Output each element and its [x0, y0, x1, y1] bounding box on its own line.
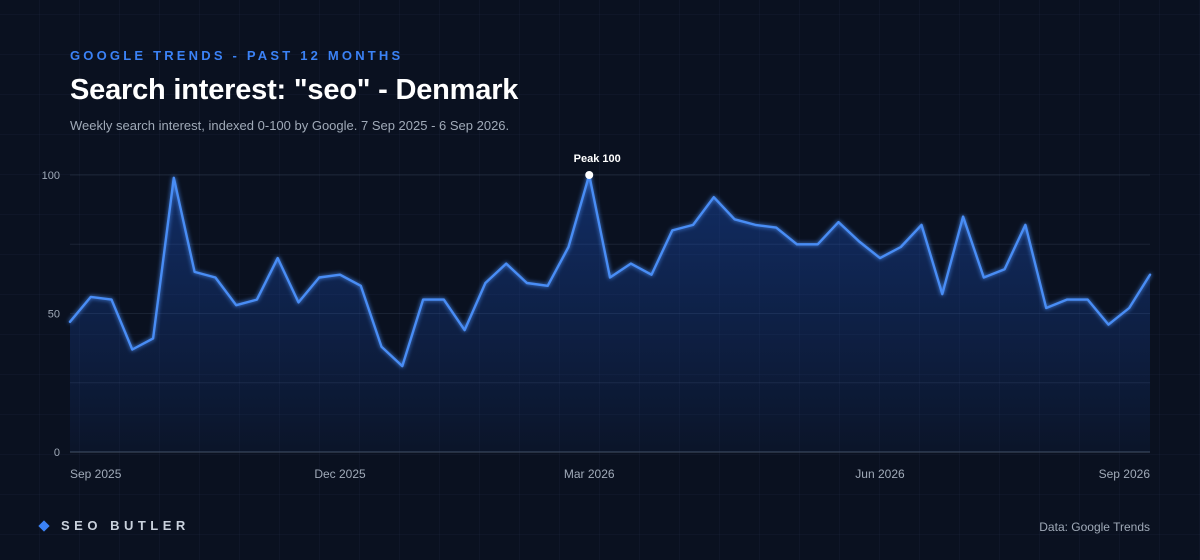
chart-title: Search interest: "seo" - Denmark: [70, 74, 519, 106]
data-point: [733, 217, 737, 221]
data-point: [525, 281, 529, 285]
data-point: [1127, 306, 1131, 310]
data-point: [753, 223, 757, 227]
data-point: [380, 345, 384, 349]
data-point: [317, 275, 321, 279]
data-point: [920, 223, 924, 227]
data-point: [442, 298, 446, 302]
data-source: Data: Google Trends: [1039, 520, 1150, 534]
data-point: [1044, 306, 1048, 310]
data-point: [795, 242, 799, 246]
data-point: [89, 295, 93, 299]
data-point: [546, 284, 550, 288]
data-point: [650, 273, 654, 277]
data-point: [400, 364, 404, 368]
data-point: [774, 226, 778, 230]
data-point: [130, 348, 134, 352]
area-fill: [70, 175, 1150, 452]
data-point: [213, 275, 217, 279]
data-point: [982, 275, 986, 279]
data-point: [296, 300, 300, 304]
data-point: [629, 262, 633, 266]
data-point: [1023, 223, 1027, 227]
data-point: [1003, 267, 1007, 271]
data-point: [1106, 323, 1110, 327]
data-point: [421, 298, 425, 302]
y-tick-label: 50: [48, 309, 60, 321]
data-point: [608, 275, 612, 279]
data-point: [712, 195, 716, 199]
data-point: [1148, 273, 1152, 277]
peak-marker: [585, 171, 594, 179]
data-point: [961, 215, 965, 219]
data-point: [193, 270, 197, 274]
data-point: [504, 262, 508, 266]
data-point: [110, 298, 114, 302]
brand-name: SEO BUTLER: [61, 518, 190, 533]
data-point: [68, 320, 72, 324]
x-tick-label: Sep 2026: [1099, 467, 1151, 481]
data-point: [878, 256, 882, 260]
x-tick-label: Dec 2025: [314, 467, 366, 481]
y-tick-label: 0: [54, 447, 60, 459]
data-point: [940, 292, 944, 296]
x-tick-label: Jun 2026: [855, 467, 905, 481]
diamond-icon: [38, 519, 50, 532]
peak-label: Peak 100: [574, 153, 621, 165]
data-point: [234, 303, 238, 307]
data-point: [276, 256, 280, 260]
brand-logo: SEO BUTLER: [38, 518, 190, 533]
data-point: [463, 328, 467, 332]
data-point: [691, 223, 695, 227]
data-point: [566, 245, 570, 249]
data-point: [1065, 298, 1069, 302]
data-point: [670, 228, 674, 232]
data-point: [836, 220, 840, 224]
chart-kicker: GOOGLE TRENDS - PAST 12 MONTHS: [70, 48, 404, 63]
data-point: [857, 239, 861, 243]
series-line: [68, 173, 1152, 368]
x-tick-label: Mar 2026: [564, 467, 615, 481]
data-point: [1086, 298, 1090, 302]
data-point: [172, 176, 176, 180]
data-point: [899, 245, 903, 249]
data-point: [359, 284, 363, 288]
data-point: [151, 336, 155, 340]
chart-subtitle: Weekly search interest, indexed 0-100 by…: [70, 118, 510, 133]
data-point: [255, 298, 259, 302]
y-tick-label: 100: [42, 170, 60, 182]
x-tick-label: Sep 2025: [70, 467, 122, 481]
data-point: [816, 242, 820, 246]
data-point: [483, 281, 487, 285]
data-point: [338, 273, 342, 277]
